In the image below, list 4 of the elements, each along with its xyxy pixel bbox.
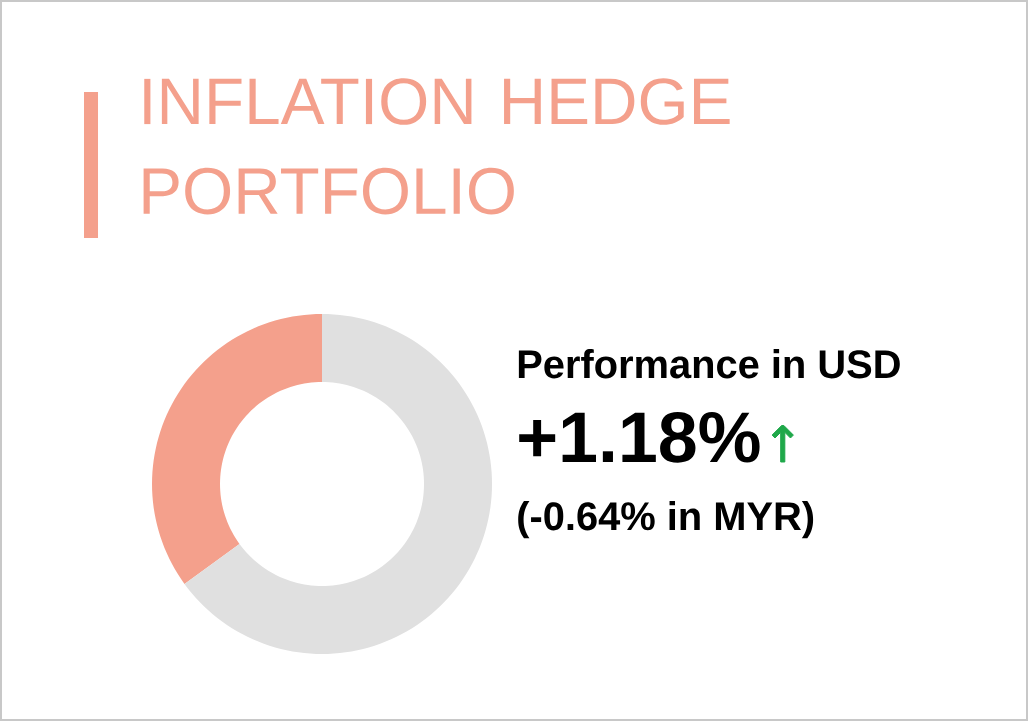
text: +1.18% xyxy=(519,411,760,463)
text: Performance in USD xyxy=(518,349,900,379)
chart-title: INFLATION HEDGE PORTFOLIO xyxy=(143,78,730,215)
text: (-0.64% in MYR) xyxy=(518,501,814,539)
